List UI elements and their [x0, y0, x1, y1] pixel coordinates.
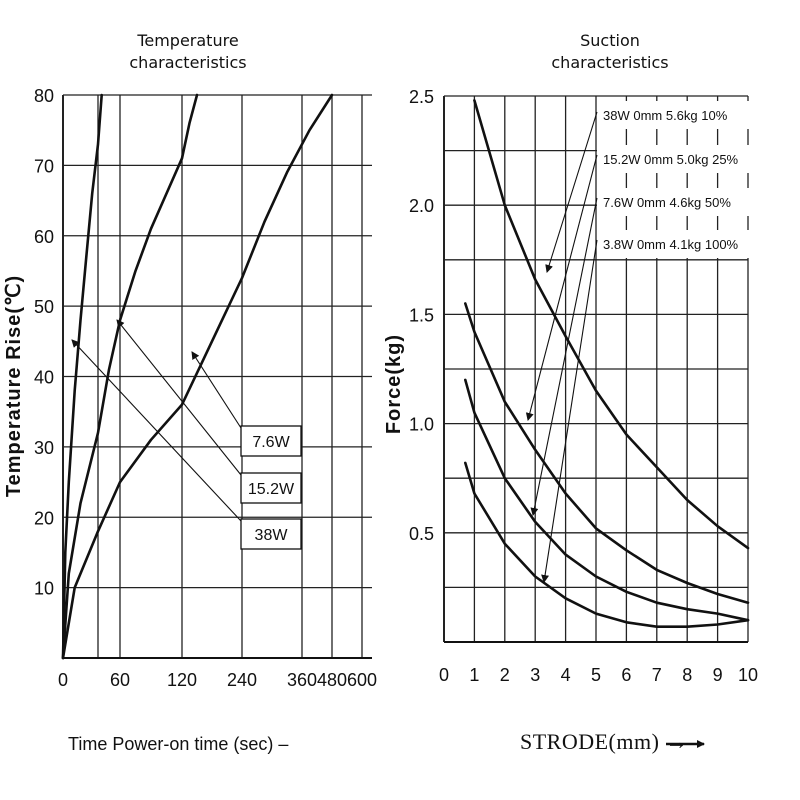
- temperature-x-tick-label: 480: [317, 670, 347, 690]
- temperature-series-pointer: [191, 351, 242, 429]
- temperature-y-tick-label: 80: [34, 86, 54, 106]
- suction-y-tick-label: 2.5: [409, 87, 434, 107]
- temperature-series-box: [240, 518, 302, 550]
- temperature-series-line: [61, 93, 334, 660]
- suction-legend-pointer: [530, 197, 598, 516]
- temperature-series-box: [240, 472, 302, 504]
- suction-x-tick-label: 8: [682, 665, 692, 685]
- temperature-series-pointer: [116, 319, 242, 476]
- suction-legend-box: [597, 188, 749, 216]
- suction-x-tick-label: 9: [713, 665, 723, 685]
- suction-x-tick-label: 3: [530, 665, 540, 685]
- temperature-x-tick-label: 600: [347, 670, 377, 690]
- suction-legend-label: 15.2W 0mm 5.0kg 25%: [603, 152, 739, 167]
- suction-series-line: [473, 99, 750, 550]
- temperature-x-tick-label: 0: [58, 670, 68, 690]
- temperature-series-box: [240, 425, 302, 457]
- temperature-x-tick-label: 360: [287, 670, 317, 690]
- suction-legend-box: [597, 101, 749, 129]
- suction-y-tick-label: 2.0: [409, 196, 434, 216]
- temperature-y-tick-label: 20: [34, 508, 54, 528]
- temperature-y-tick-label: 60: [34, 227, 54, 247]
- suction-legend-box: [597, 145, 749, 173]
- suction-legend-pointer: [541, 239, 598, 583]
- suction-series-line: [463, 461, 750, 629]
- suction-legend-pointer: [525, 154, 598, 421]
- temperature-x-tick-label: 120: [167, 670, 197, 690]
- temperature-y-tick-label: 10: [34, 579, 54, 599]
- temperature-series-box-label: 38W: [255, 527, 289, 544]
- temperature-x-tick-label: 60: [110, 670, 130, 690]
- suction-legend-label: 7.6W 0mm 4.6kg 50%: [603, 195, 731, 210]
- temperature-y-axis-label: Temperature Rise(℃): [3, 275, 25, 497]
- suction-series-line: [463, 302, 750, 605]
- temperature-x-tick-label: 240: [227, 670, 257, 690]
- temperature-series-line: [61, 93, 199, 660]
- suction-x-tick-label: 6: [621, 665, 631, 685]
- suction-y-tick-label: 0.5: [409, 524, 434, 544]
- temperature-y-tick-label: 50: [34, 297, 54, 317]
- temperature-series-box-label: 15.2W: [248, 481, 295, 498]
- suction-y-tick-label: 1.5: [409, 305, 434, 325]
- suction-x-tick-label: 7: [652, 665, 662, 685]
- suction-x-axis-label: STRODE(mm) →: [520, 729, 688, 754]
- suction-x-tick-label: 1: [469, 665, 479, 685]
- temperature-y-tick-label: 70: [34, 156, 54, 176]
- suction-chart-title: Suction characteristics: [551, 31, 669, 72]
- temperature-x-axis-label: Time Power-on time (sec) –: [68, 734, 289, 754]
- temperature-series-line: [61, 93, 103, 660]
- suction-x-tick-label: 5: [591, 665, 601, 685]
- suction-x-tick-label: 4: [561, 665, 571, 685]
- suction-series-line: [463, 378, 750, 622]
- temperature-series-pointer: [71, 339, 242, 522]
- temperature-y-tick-label: 30: [34, 438, 54, 458]
- suction-x-tick-label: 0: [439, 665, 449, 685]
- temperature-series-box-label: 7.6W: [252, 434, 290, 451]
- temperature-chart-title: Temperature characteristics: [129, 31, 247, 72]
- suction-y-tick-label: 1.0: [409, 415, 434, 435]
- suction-legend-pointer: [545, 111, 598, 273]
- suction-legend-label: 3.8W 0mm 4.1kg 100%: [603, 237, 739, 252]
- suction-legend-label: 38W 0mm 5.6kg 10%: [603, 108, 728, 123]
- suction-x-tick-label: 2: [500, 665, 510, 685]
- suction-x-tick-label: 10: [738, 665, 758, 685]
- suction-legend-box: [597, 230, 749, 258]
- temperature-y-tick-label: 40: [34, 368, 54, 388]
- suction-y-axis-label: Force(kg): [383, 334, 405, 434]
